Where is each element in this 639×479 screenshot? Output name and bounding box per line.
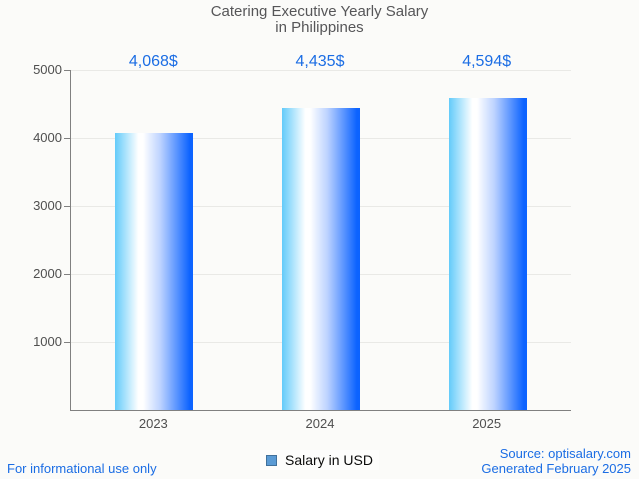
- bar-value-label: 4,068$: [128, 53, 178, 70]
- bar-value-label: 4,594$: [462, 53, 512, 70]
- x-tick-label: 2023: [138, 416, 168, 431]
- legend: Salary in USD: [0, 450, 639, 470]
- bar-value-label: 4,435$: [295, 53, 345, 70]
- generated-date: Generated February 2025: [481, 461, 631, 476]
- y-tick-label: 5000: [33, 62, 62, 77]
- x-tick-label: 2025: [472, 416, 502, 431]
- legend-marker-square-icon: [266, 454, 278, 466]
- chart-title-line1: Catering Executive Yearly Salary: [210, 3, 429, 20]
- y-tick-label: 4000: [33, 130, 62, 145]
- gridline: [71, 70, 571, 71]
- y-tick-label: 1000: [33, 334, 62, 349]
- disclaimer-text: For informational use only: [7, 461, 157, 476]
- plot-area: [70, 70, 571, 411]
- bar-2023: [115, 133, 194, 410]
- bar-2025: [448, 97, 527, 410]
- y-tick-label: 2000: [33, 266, 62, 281]
- legend-label: Salary in USD: [285, 452, 373, 468]
- y-tick-mark: [64, 206, 70, 207]
- bar-2024: [282, 108, 360, 410]
- chart-title-line2: in Philippines: [275, 19, 364, 36]
- y-tick-label: 3000: [33, 198, 62, 213]
- x-tick-label: 2024: [305, 416, 335, 431]
- chart-title: Catering Executive Yearly Salary in Phil…: [0, 4, 639, 36]
- source-info: Source: optisalary.com Generated Februar…: [481, 446, 631, 476]
- y-tick-mark: [64, 138, 70, 139]
- source-link[interactable]: Source: optisalary.com: [499, 446, 631, 461]
- y-tick-mark: [64, 342, 70, 343]
- legend-item: Salary in USD: [260, 450, 379, 470]
- y-tick-mark: [64, 274, 70, 275]
- y-tick-mark: [64, 70, 70, 71]
